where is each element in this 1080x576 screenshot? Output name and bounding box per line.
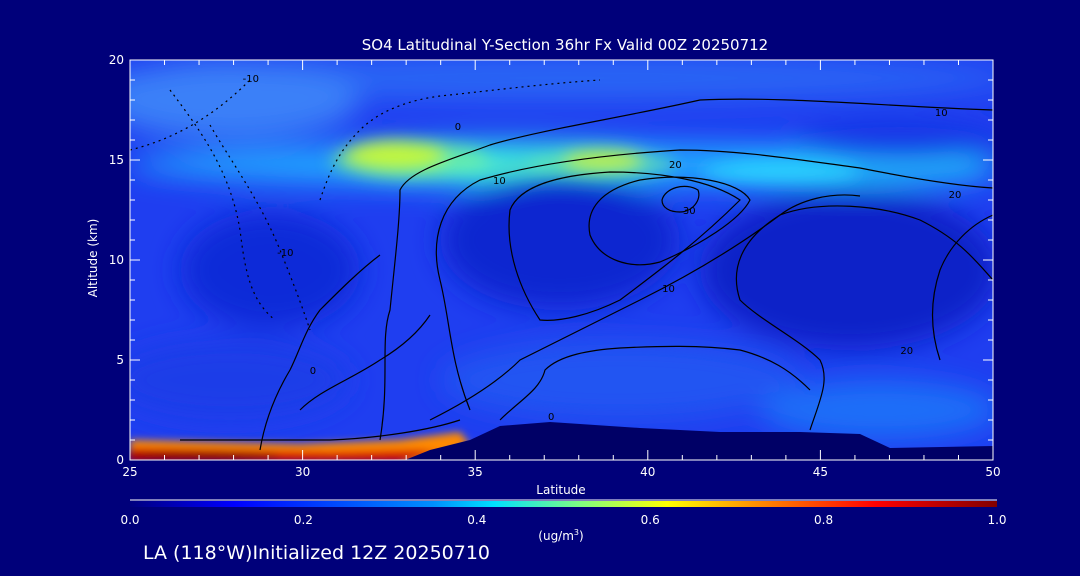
contour-0-bottom <box>499 345 811 421</box>
colorbar <box>130 501 997 507</box>
contour-30-loop <box>588 176 751 266</box>
contour-label: 0 <box>455 122 461 133</box>
colorbar-tick-label: 0.8 <box>814 513 833 527</box>
contour-label: -10 <box>243 74 259 85</box>
contour-label: 20 <box>949 190 962 201</box>
concentration-field: -10 0 -10 10 20 10 20 30 10 20 0 0 <box>130 60 993 460</box>
contour-0-upper <box>319 79 601 201</box>
peak-right-halo <box>525 150 675 178</box>
upper-left-region <box>130 60 360 140</box>
y-tick-label: 10 <box>109 253 124 267</box>
low-left <box>130 340 350 420</box>
contour-20-inner <box>508 171 741 321</box>
contour-label: 20 <box>900 346 913 357</box>
mid-dark-center <box>440 170 680 310</box>
y-tick-label: 0 <box>116 453 124 467</box>
y-tick-label: 15 <box>109 153 124 167</box>
contour-label: 0 <box>548 412 554 423</box>
upper-right-dark <box>790 118 993 162</box>
contour-label: 0 <box>310 366 316 377</box>
contour-0-mid <box>429 194 861 421</box>
colorbar-unit-close: ) <box>579 529 584 543</box>
y-axis: 0 5 10 15 20 <box>109 53 993 467</box>
low-right <box>760 380 993 440</box>
caption: LA (118°W)Initialized 12Z 20250710 <box>143 542 490 564</box>
contour-neg10 <box>130 79 276 321</box>
right-band-cyan <box>700 162 860 182</box>
colorbar-tick-label: 0.6 <box>641 513 660 527</box>
x-tick-label: 40 <box>640 465 655 479</box>
colorbar-tick-label: 0.2 <box>294 513 313 527</box>
colorbar-unit-text: (ug/m <box>538 529 574 543</box>
low-center <box>440 340 800 420</box>
contour-label: 30 <box>683 206 696 217</box>
x-axis-label: Latitude <box>536 483 585 497</box>
colorbar-ticks: 0.0 0.2 0.4 0.6 0.8 1.0 <box>120 513 1006 527</box>
contour-label-group: -10 0 -10 10 20 10 20 30 10 20 0 0 <box>243 74 962 423</box>
x-tick-label: 25 <box>122 465 137 479</box>
y-tick-label: 20 <box>109 53 124 67</box>
contour-small-loop <box>661 185 700 213</box>
colorbar-tick-label: 0.4 <box>467 513 486 527</box>
x-tick-label: 35 <box>468 465 483 479</box>
x-tick-label: 30 <box>295 465 310 479</box>
colorbar-unit-sup: 3 <box>574 528 579 537</box>
mid-dark-left <box>180 210 360 330</box>
contour-label: 10 <box>662 284 675 295</box>
caption-suffix: W)Initialized 12Z 20250710 <box>226 542 491 564</box>
surface-plume-core <box>130 451 280 460</box>
terrain-mask <box>405 422 993 460</box>
contour-10 <box>379 98 993 441</box>
chart-title: SO4 Latitudinal Y-Section 36hr Fx Valid … <box>362 36 768 54</box>
y-axis-label: Altitude (km) <box>86 219 100 298</box>
contour-surface <box>180 419 461 441</box>
contour-10-right <box>735 205 993 431</box>
colorbar-tick-label: 1.0 <box>987 513 1006 527</box>
contour-0-lower <box>259 254 431 451</box>
x-tick-label: 45 <box>813 465 828 479</box>
contour-lines <box>130 79 993 451</box>
contour-label: 10 <box>935 108 948 119</box>
colorbar-tick-label: 0.0 <box>120 513 139 527</box>
x-axis: 25 30 35 40 45 50 <box>122 60 1001 479</box>
contour-20-top <box>435 149 993 411</box>
contour-20-right <box>931 214 993 361</box>
x-tick-label: 50 <box>985 465 1000 479</box>
mid-dark-right <box>700 190 993 350</box>
caption-prefix: LA (118 <box>143 542 217 564</box>
halo-between <box>440 158 560 178</box>
caption-degree: ° <box>216 542 227 564</box>
y-tick-label: 5 <box>116 353 124 367</box>
contour-label: 20 <box>669 160 682 171</box>
contour-label: -10 <box>277 248 293 259</box>
contour-label: 10 <box>493 176 506 187</box>
colorbar-unit: (ug/m3) <box>538 528 583 543</box>
